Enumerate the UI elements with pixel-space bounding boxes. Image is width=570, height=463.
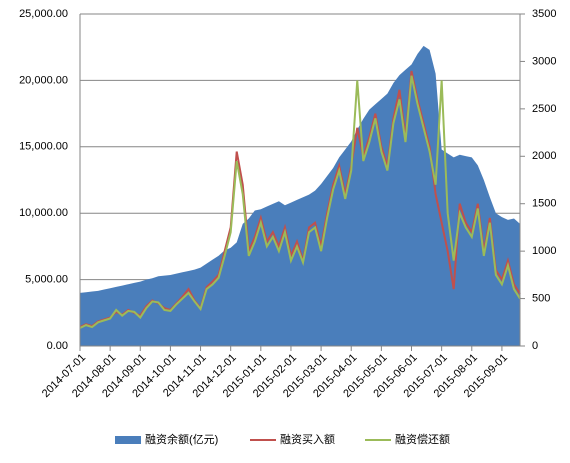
legend-label: 融资买入额 <box>280 433 335 446</box>
y-tick-label: 25,000.00 <box>19 8 68 20</box>
y-tick-label: 15,000.00 <box>19 141 68 153</box>
y2-tick-label: 3000 <box>532 55 556 67</box>
y2-tick-label: 2500 <box>532 103 556 115</box>
y2-tick-label: 1500 <box>532 198 556 210</box>
area <box>80 45 520 346</box>
y2-tick-label: 3500 <box>532 8 556 20</box>
legend-label: 融资余额(亿元) <box>145 432 218 446</box>
legend-label: 融资偿还额 <box>395 432 450 446</box>
y2-tick-label: 500 <box>532 292 550 304</box>
y-tick-label: 0.00 <box>47 340 68 352</box>
y2-tick-label: 1000 <box>532 245 556 257</box>
y-tick-label: 10,000.00 <box>19 207 68 219</box>
line <box>79 75 521 329</box>
y-tick-label: 20,000.00 <box>19 74 68 86</box>
y2-tick-label: 2000 <box>532 150 556 162</box>
y2-tick-label: 0 <box>532 340 538 352</box>
legend-swatch <box>115 436 141 444</box>
y-tick-label: 5,000.00 <box>25 274 68 286</box>
